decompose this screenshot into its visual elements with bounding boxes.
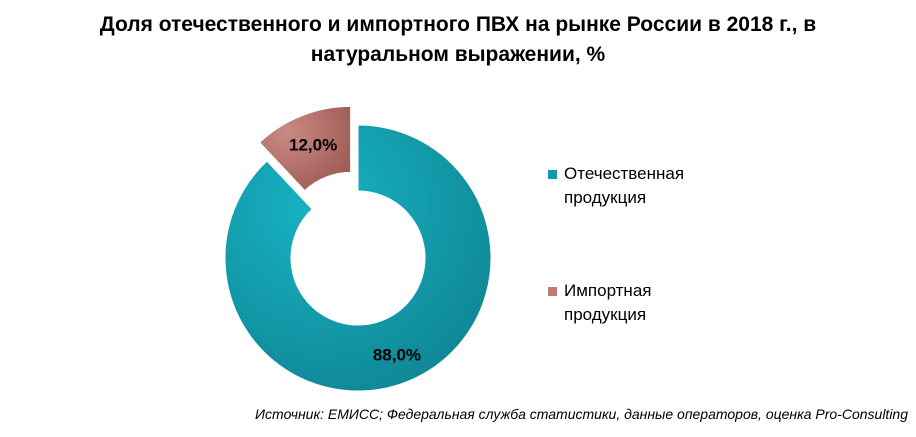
chart-title: Доля отечественного и импортного ПВХ на … [0,10,916,70]
data-label-import: 12,0% [289,136,337,155]
legend-item-import: Импортная продукция [548,279,768,327]
legend-swatch-import [548,287,557,296]
data-label-domestic: 88,0% [373,345,421,364]
chart-title-line-1: Доля отечественного и импортного ПВХ на … [99,13,817,36]
donut-slice-domestic [224,124,492,392]
legend-swatch-domestic [548,170,557,179]
chart-title-line-2: натуральном выражении, % [310,43,606,66]
source-note: Источник: ЕМИСС; Федеральная служба стат… [255,406,908,422]
legend-item-domestic: Отечественная продукция [548,162,768,210]
legend-label-import-line-2: продукция [564,305,647,324]
legend-label-domestic-line-2: продукция [564,188,647,207]
legend-label-domestic-line-1: Отечественная [564,164,685,183]
legend-label-import-line-1: Импортная [564,281,652,300]
donut-slice-import [258,105,352,192]
